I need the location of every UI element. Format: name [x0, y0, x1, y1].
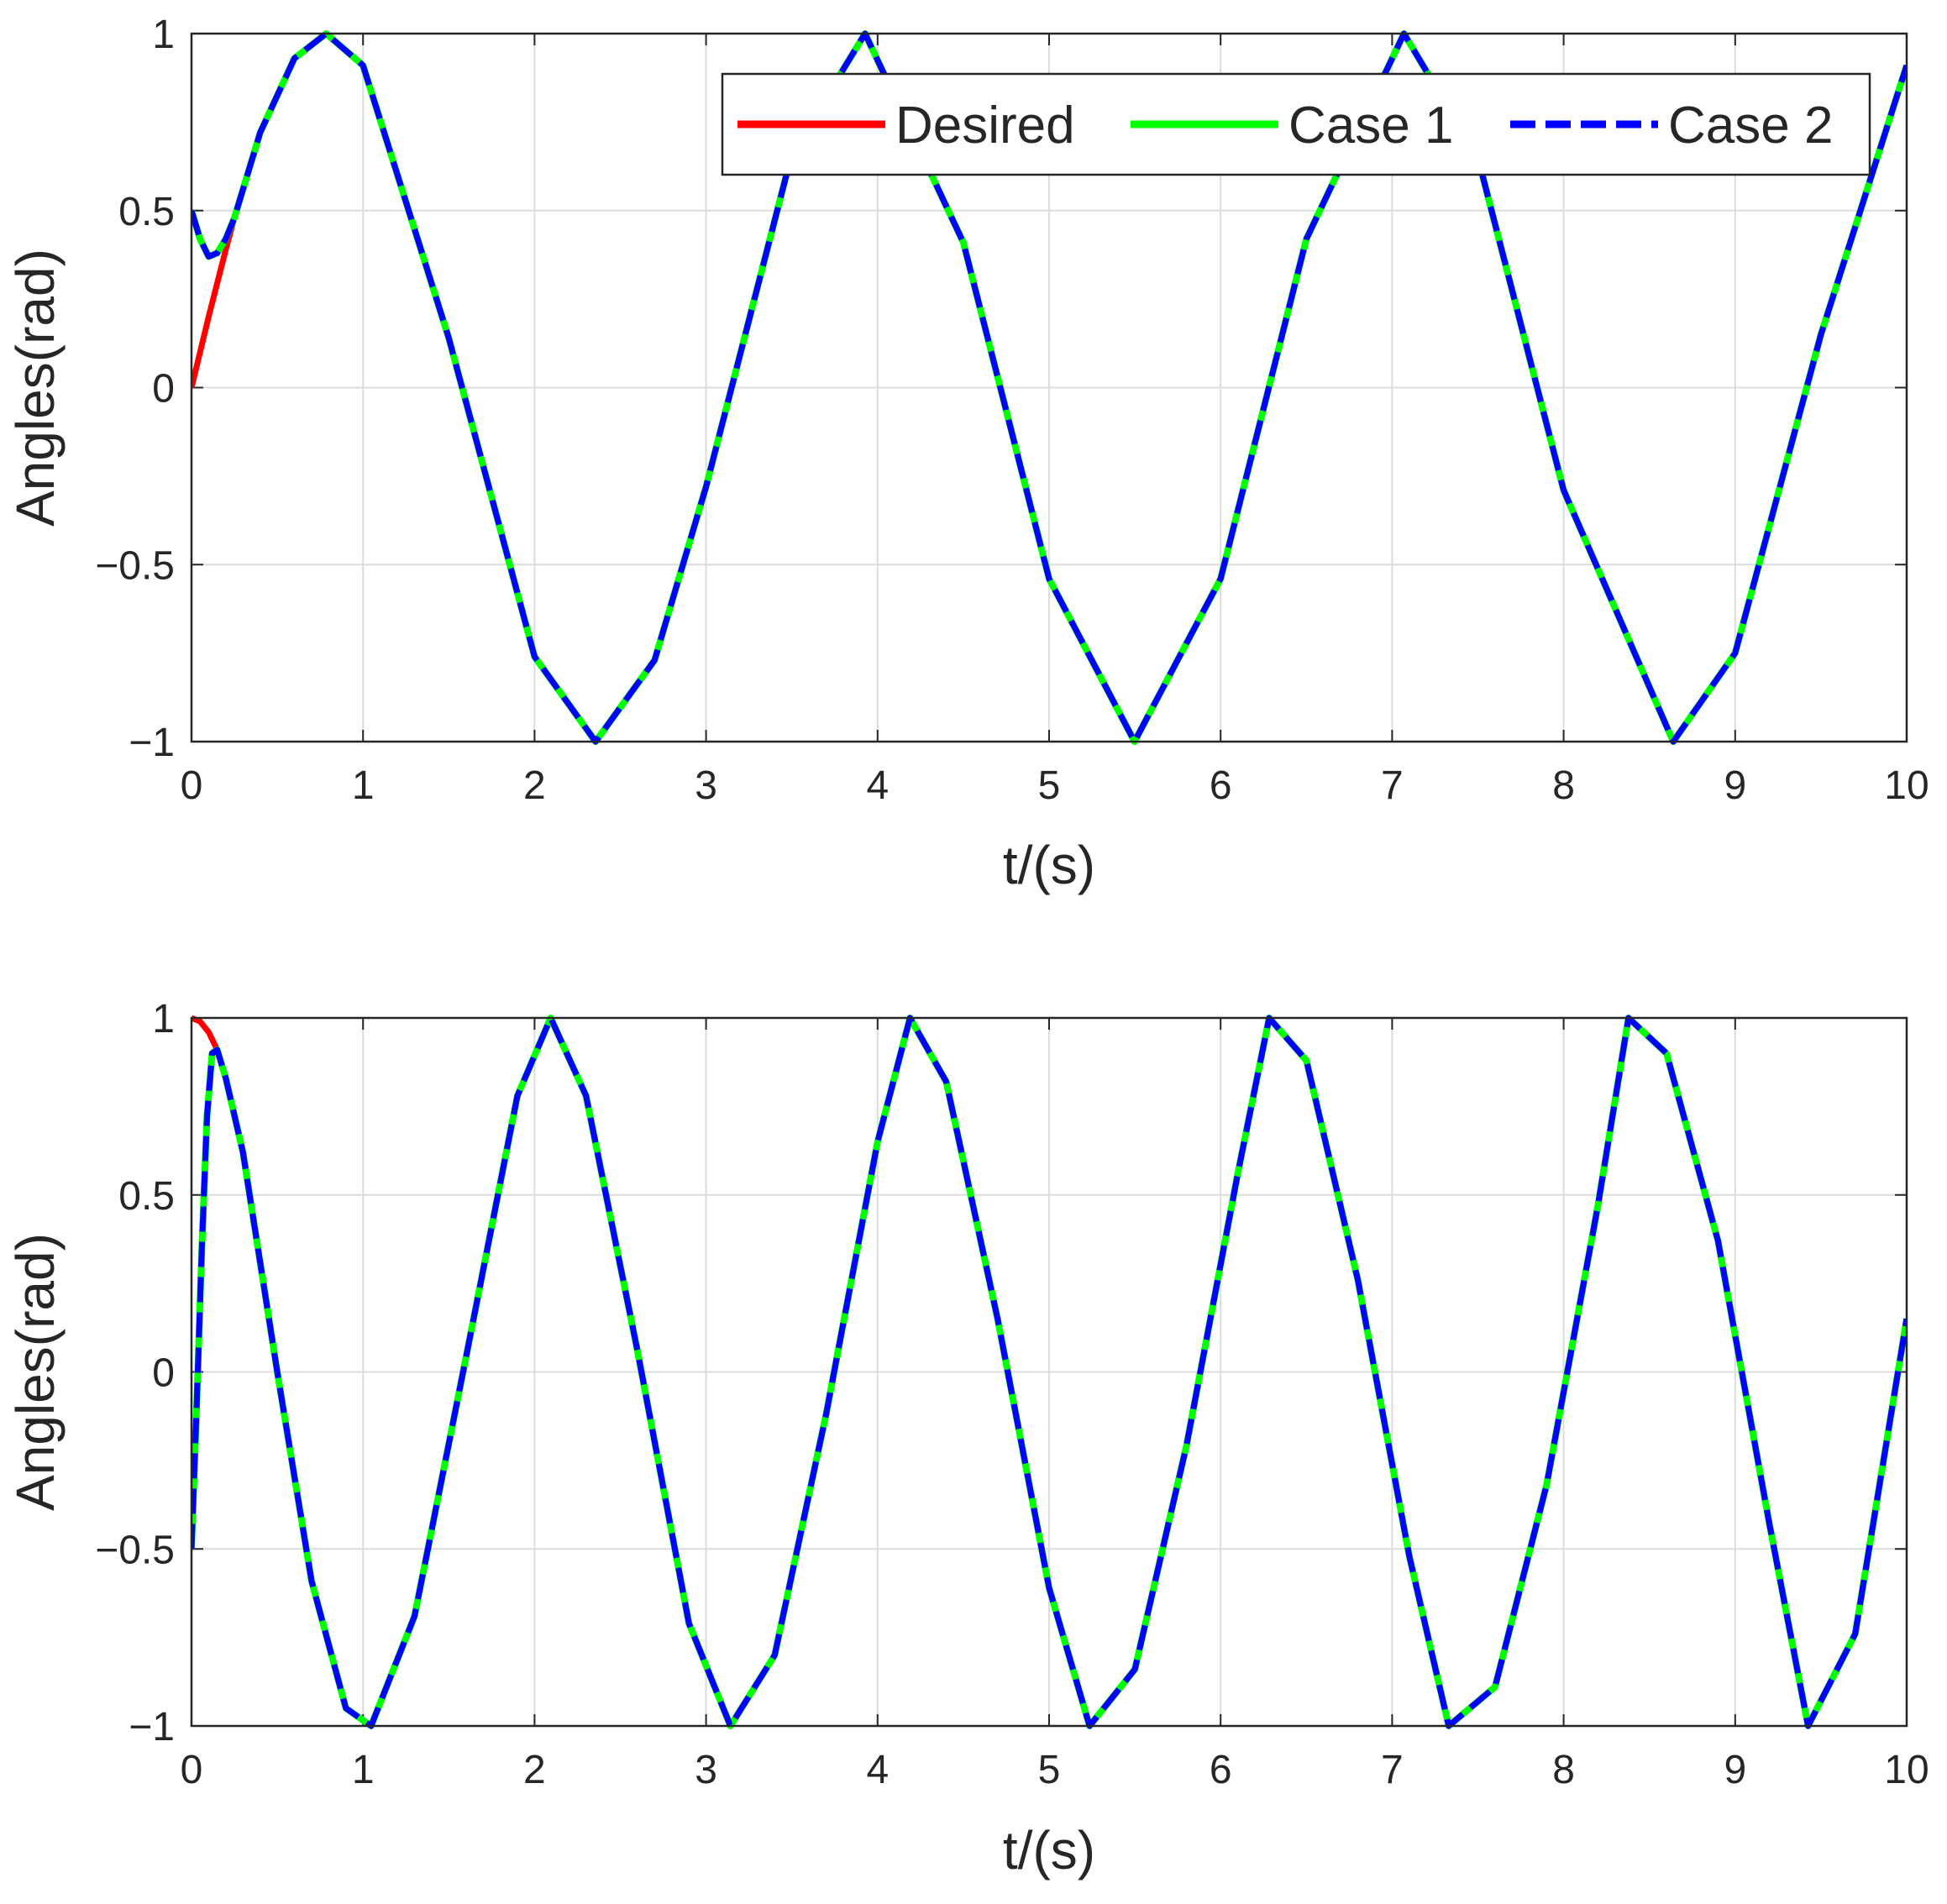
x-axis-label: t/(s) — [1003, 1820, 1095, 1880]
x-tick-label: 8 — [1552, 763, 1575, 808]
x-tick-label: 3 — [695, 763, 717, 808]
legend-label-desired: Desired — [895, 97, 1075, 155]
axes-box — [190, 32, 1908, 743]
y-tick-label: −1 — [129, 721, 175, 765]
y-tick-label: −1 — [129, 1705, 175, 1749]
x-tick-label: 7 — [1381, 763, 1404, 808]
series-group — [192, 1015, 1907, 1729]
x-tick-label: 8 — [1552, 1748, 1575, 1792]
x-tick-label: 0 — [181, 763, 203, 808]
y-axis-label: Angles(rad) — [5, 249, 66, 527]
x-tick-label: 5 — [1038, 1748, 1061, 1792]
legend: Desired Case 1 Case 2 — [721, 72, 1871, 176]
x-tick-label: 4 — [866, 1748, 889, 1792]
x-tick-label: 6 — [1210, 1748, 1232, 1792]
y-tick-label: 0.5 — [118, 190, 175, 234]
x-tick-label: 5 — [1038, 763, 1061, 808]
y-tick-label: −0.5 — [95, 543, 175, 588]
legend-label-case-1: Case 1 — [1288, 97, 1453, 155]
x-tick-label: 0 — [181, 1748, 203, 1792]
bottom-subplot: 0 1 2 3 4 5 6 7 8 9 10 −1 −0.5 0 0.5 1 t/(s) Angles(rad) — [5, 997, 1929, 1880]
series-line-case-2 — [192, 30, 1907, 745]
x-tick-label: 2 — [523, 1748, 546, 1792]
x-tick-label: 7 — [1381, 1748, 1404, 1792]
x-tick-label: 10 — [1884, 763, 1929, 808]
y-tick-label: −0.5 — [95, 1528, 175, 1572]
x-tick-label: 4 — [866, 763, 889, 808]
y-axis-label: Angles(rad) — [5, 1233, 66, 1511]
y-tick-label: 0.5 — [118, 1174, 175, 1219]
x-tick-label: 1 — [352, 1748, 375, 1792]
axes-box — [190, 1016, 1908, 1728]
legend-label-case-2: Case 2 — [1668, 97, 1833, 155]
x-axis-label: t/(s) — [1003, 835, 1095, 895]
y-tick-label: 0 — [152, 1351, 175, 1396]
x-tick-label: 2 — [523, 763, 546, 808]
x-tick-label: 10 — [1884, 1748, 1929, 1792]
x-tick-label: 1 — [352, 763, 375, 808]
x-tick-label: 9 — [1724, 763, 1746, 808]
x-tick-label: 6 — [1210, 763, 1232, 808]
y-tick-label: 1 — [152, 997, 175, 1041]
series-line-case-2 — [192, 1015, 1907, 1729]
x-tick-label: 3 — [695, 1748, 717, 1792]
y-tick-label: 0 — [152, 367, 175, 412]
legend-box — [721, 72, 1871, 176]
x-tick-label: 9 — [1724, 1748, 1746, 1792]
top-subplot: 0 1 2 3 4 5 6 7 8 9 10 −1 −0.5 0 0.5 1 t/(s) Angles(rad) D… — [5, 13, 1929, 895]
y-tick-label: 1 — [152, 13, 175, 57]
